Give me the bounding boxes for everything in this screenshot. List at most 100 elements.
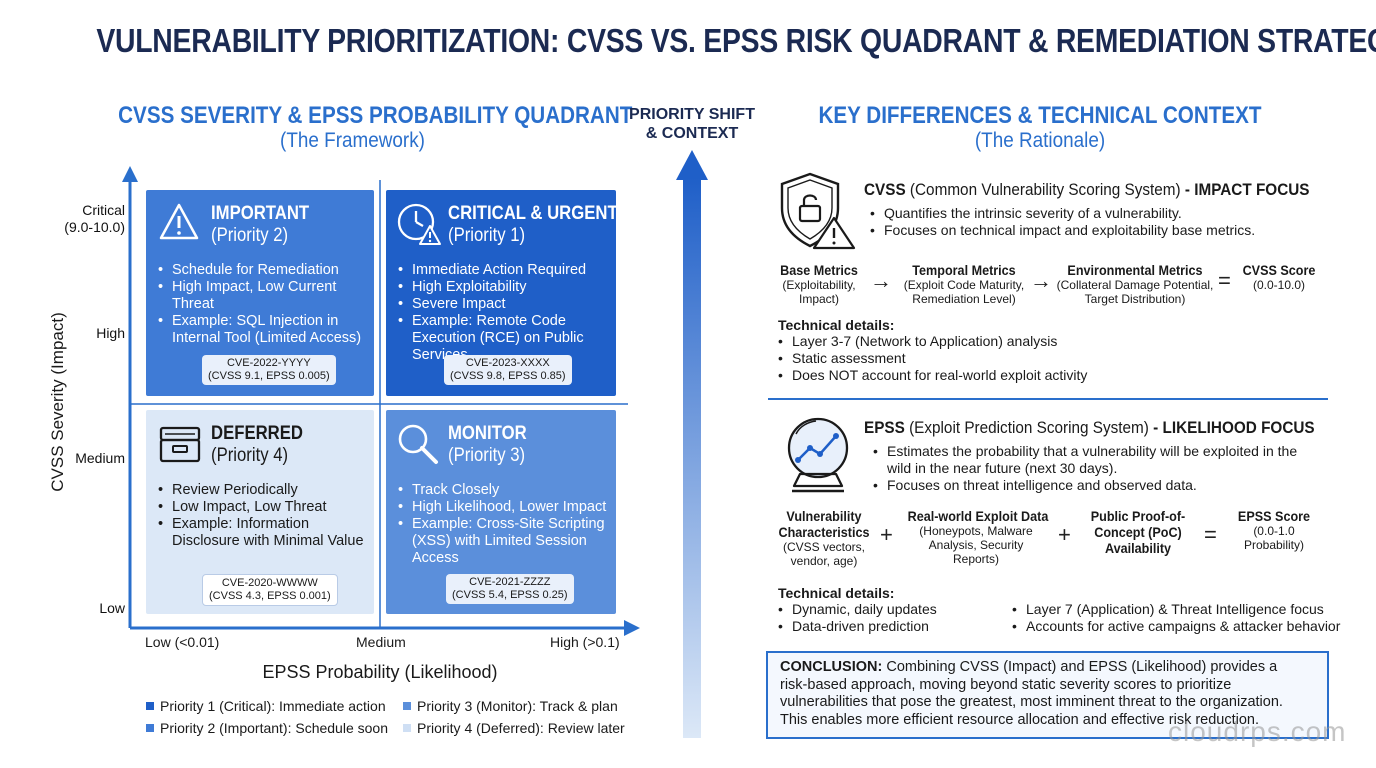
metric-desc: Reports) — [952, 552, 999, 566]
plus-operator: + — [880, 522, 893, 547]
y-tick-high: High — [96, 325, 125, 341]
epss-bullets: Estimates the probability that a vulnera… — [873, 443, 1318, 494]
legend-label: Priority 3 (Monitor): Track & plan — [417, 698, 618, 714]
list-item: Track Closely — [398, 482, 614, 499]
epss-tech-title: Technical details: — [778, 585, 895, 601]
metric-desc: (Collateral Damage Potential, — [1056, 278, 1214, 292]
cve-scores: (CVSS 5.4, EPSS 0.25) — [452, 589, 568, 601]
metric-title: Base Metrics — [780, 262, 858, 278]
cve-badge-important: CVE-2022-YYYY (CVSS 9.1, EPSS 0.005) — [202, 355, 336, 385]
page-title: VULNERABILITY PRIORITIZATION: CVSS VS. E… — [96, 22, 1376, 59]
cve-badge-monitor: CVE-2021-ZZZZ (CVSS 5.4, EPSS 0.25) — [446, 574, 574, 604]
x-tick-high: High (>0.1) — [550, 634, 620, 650]
clock-warning-icon — [397, 203, 441, 245]
priority-shift-line1: PRIORITY SHIFT — [629, 106, 755, 123]
list-item: Focuses on technical impact and exploita… — [870, 222, 1310, 239]
magnifier-icon — [398, 424, 438, 464]
cve-scores: (CVSS 4.3, EPSS 0.001) — [209, 590, 331, 602]
cvss-heading-focus: - IMPACT FOCUS — [1184, 180, 1310, 199]
cve-scores: (CVSS 9.8, EPSS 0.85) — [450, 370, 566, 382]
list-item: Example: Cross-Site Scripting (XSS) with… — [398, 516, 614, 567]
arrow-operator: → — [1030, 268, 1052, 293]
legend-swatch — [403, 702, 411, 710]
cvss-metric-environmental: Environmental Metrics (Collateral Damage… — [1056, 262, 1214, 306]
quadrant-deferred-priority: (Priority 4) — [211, 445, 289, 466]
conclusion-line: CONCLUSION: Combining CVSS (Impact) and … — [780, 659, 1315, 677]
cve-scores: (CVSS 9.1, EPSS 0.005) — [208, 370, 330, 382]
metric-desc: (0.0-1.0 — [1253, 524, 1295, 538]
crystal-ball-chart-icon — [787, 417, 849, 493]
cve-badge-deferred: CVE-2020-WWWW (CVSS 4.3, EPSS 0.001) — [202, 574, 338, 606]
quadrant-axes — [122, 166, 640, 636]
quadrant-monitor-list: Track Closely High Likelihood, Lower Imp… — [398, 482, 614, 567]
quadrant-deferred-title: DEFERRED — [211, 423, 303, 444]
list-item: Low Impact, Low Threat — [158, 499, 372, 516]
y-tick-critical: Critical — [82, 202, 125, 218]
cve-id: CVE-2020-WWWW — [221, 577, 318, 589]
metric-title: Environmental Metrics — [1067, 262, 1203, 278]
metric-desc: Probability) — [1243, 538, 1305, 552]
legend-item-p4: Priority 4 (Deferred): Review later — [403, 720, 625, 736]
cvss-metric-score: CVSS Score (0.0-10.0) — [1236, 262, 1322, 292]
conclusion-box: CONCLUSION: Combining CVSS (Impact) and … — [766, 651, 1329, 739]
quadrant-section-subtitle: (The Framework) — [280, 129, 425, 152]
quadrant-monitor-priority: (Priority 3) — [448, 445, 526, 466]
metric-desc: (Exploitability, — [782, 278, 856, 292]
list-item: Example: Information Disclosure with Min… — [158, 516, 372, 550]
quadrant-deferred-list: Review Periodically Low Impact, Low Thre… — [158, 482, 372, 550]
legend-swatch — [146, 724, 154, 732]
quadrant-monitor-title: MONITOR — [448, 423, 527, 444]
legend-swatch — [403, 724, 411, 732]
metric-title: Real-world Exploit Data — [907, 508, 1049, 524]
list-item: Estimates the probability that a vulnera… — [873, 443, 1318, 477]
epss-heading-name: EPSS — [864, 418, 905, 437]
epss-metric-exploit-data: Real-world Exploit Data (Honeypots, Malw… — [900, 508, 1052, 566]
conclusion-line: This enables more efficient resource all… — [780, 711, 1260, 728]
list-item: Static assessment — [778, 350, 1298, 367]
cvss-bullets: Quantifies the intrinsic severity of a v… — [870, 205, 1310, 239]
list-item: Schedule for Remediation — [158, 262, 370, 279]
cvss-heading-desc: (Common Vulnerability Scoring System) — [905, 180, 1185, 199]
cve-id: CVE-2021-ZZZZ — [469, 576, 551, 588]
legend-swatch — [146, 702, 154, 710]
cvss-metric-temporal: Temporal Metrics (Exploit Code Maturity,… — [898, 262, 1030, 306]
epss-heading-focus: - LIKELIHOOD FOCUS — [1153, 418, 1315, 437]
section-divider — [768, 398, 1328, 400]
legend-label: Priority 4 (Deferred): Review later — [417, 720, 625, 736]
metric-title: CVSS Score — [1242, 262, 1316, 278]
cvss-metric-base: Base Metrics (Exploitability, Impact) — [764, 262, 874, 306]
quadrant-critical-list: Immediate Action Required High Exploitab… — [398, 262, 614, 364]
list-item: Quantifies the intrinsic severity of a v… — [870, 205, 1310, 222]
cvss-heading-name: CVSS — [864, 180, 906, 199]
quadrant-critical-title: CRITICAL & URGENT — [448, 203, 618, 224]
list-item: Focuses on threat intelligence and obser… — [873, 477, 1318, 494]
metric-desc: Remediation Level) — [912, 292, 1016, 306]
y-axis-arrow — [122, 166, 138, 182]
cve-id: CVE-2023-XXXX — [465, 357, 550, 369]
conclusion-line: risk-based approach, moving beyond stati… — [780, 676, 1232, 693]
plus-operator: + — [1058, 522, 1071, 547]
list-item: Accounts for active campaigns & attacker… — [1012, 618, 1342, 635]
epss-tech-list-left: Dynamic, daily updates Data-driven predi… — [778, 601, 998, 635]
y-tick-medium: Medium — [75, 450, 125, 466]
conclusion-line: vulnerabilities that pose the greatest, … — [780, 694, 1283, 710]
archive-box-icon — [159, 426, 201, 463]
metric-title: EPSS Score — [1237, 508, 1311, 524]
list-item: Immediate Action Required — [398, 262, 614, 279]
watermark: cloudrps.com — [1168, 716, 1347, 747]
cve-badge-critical: CVE-2023-XXXX (CVSS 9.8, EPSS 0.85) — [444, 355, 572, 385]
metric-desc: vendor, age) — [790, 554, 858, 568]
metric-desc: (CVSS vectors, — [782, 540, 866, 554]
context-section-title: KEY DIFFERENCES & TECHNICAL CONTEXT — [818, 102, 1262, 129]
epss-heading: EPSS (Exploit Prediction Scoring System)… — [864, 418, 1315, 438]
legend-item-p1: Priority 1 (Critical): Immediate action — [146, 698, 386, 714]
conclusion-label: CONCLUSION: — [780, 659, 883, 675]
list-item: Example: SQL Injection in Internal Tool … — [158, 313, 370, 347]
metric-title: Concept (PoC) — [1094, 524, 1182, 540]
epss-heading-desc: (Exploit Prediction Scoring System) — [904, 418, 1154, 437]
arrow-operator: → — [870, 268, 892, 293]
metric-title: Availability — [1104, 540, 1172, 556]
y-tick-critical-range: (9.0-10.0) — [64, 219, 125, 235]
quadrant-monitor: MONITOR (Priority 3) Track Closely High … — [386, 410, 616, 614]
legend-item-p2: Priority 2 (Important): Schedule soon — [146, 720, 388, 736]
